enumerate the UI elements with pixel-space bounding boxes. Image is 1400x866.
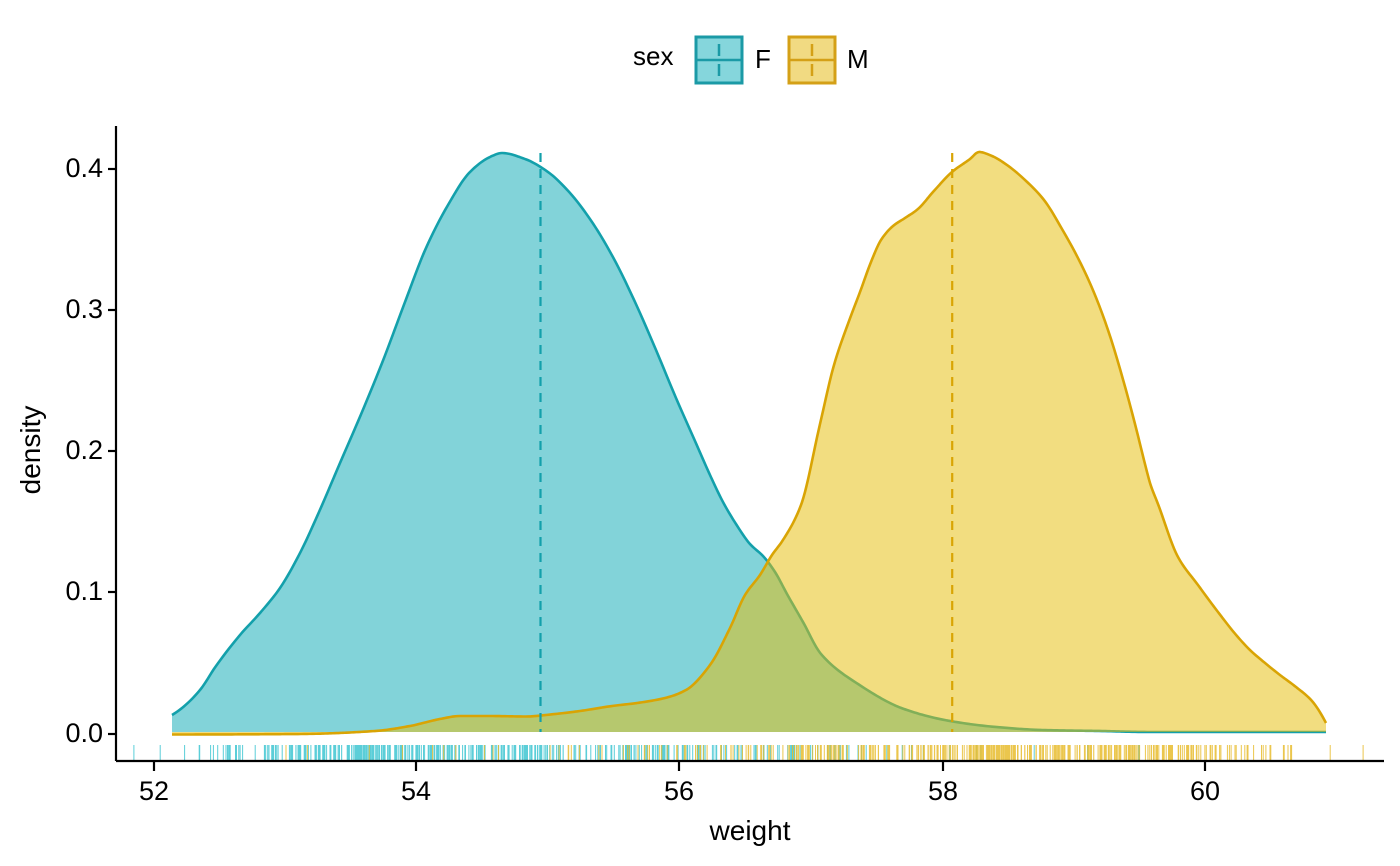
svg-text:56: 56	[664, 776, 694, 806]
svg-text:sex: sex	[633, 41, 673, 71]
svg-text:F: F	[755, 44, 771, 74]
svg-text:density: density	[15, 406, 46, 495]
svg-text:58: 58	[928, 776, 958, 806]
svg-text:0.2: 0.2	[65, 435, 103, 465]
svg-text:0.1: 0.1	[65, 576, 103, 606]
svg-text:M: M	[847, 44, 869, 74]
svg-text:0.3: 0.3	[65, 294, 103, 324]
svg-text:weight: weight	[709, 815, 791, 846]
svg-text:0.4: 0.4	[65, 153, 103, 183]
svg-text:0.0: 0.0	[65, 718, 103, 748]
svg-text:54: 54	[401, 776, 431, 806]
svg-text:52: 52	[139, 776, 169, 806]
svg-text:60: 60	[1190, 776, 1220, 806]
